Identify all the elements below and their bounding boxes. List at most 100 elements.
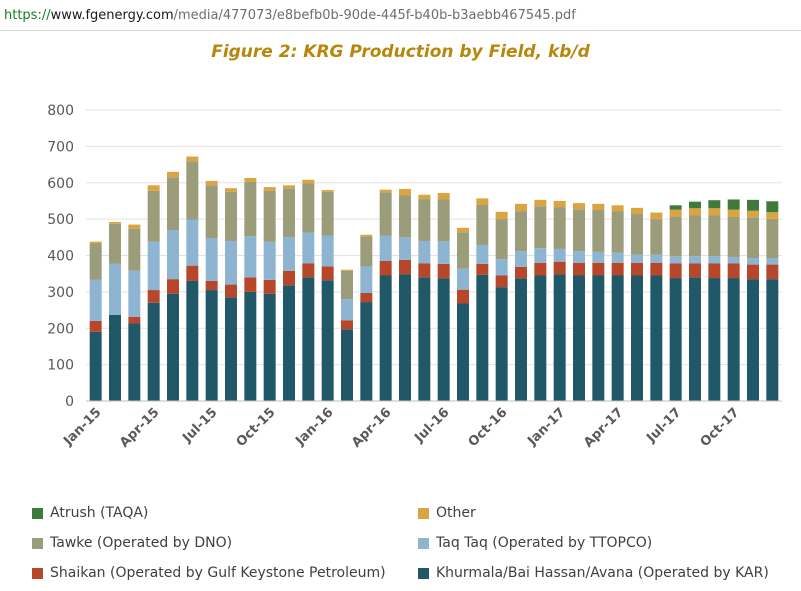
bar-segment	[89, 243, 102, 280]
bar-segment	[592, 251, 605, 263]
bar-segment	[747, 210, 759, 218]
bar-segment	[515, 251, 527, 267]
bar-segment	[167, 177, 179, 231]
bar-segment	[766, 279, 779, 401]
bar-segment	[186, 219, 199, 266]
legend-label-taq-taq: Taq Taq (Operated by TTOPCO)	[436, 535, 653, 551]
bar-segment	[128, 316, 141, 324]
bar-segment	[689, 263, 701, 278]
bar-segment	[302, 179, 315, 184]
bar-segment	[147, 302, 160, 401]
legend-label-atrush: Atrush (TAQA)	[50, 505, 149, 521]
bar-segment	[244, 181, 257, 237]
bar-segment	[631, 214, 643, 255]
bar-segment	[689, 208, 701, 216]
bar-segment	[437, 241, 450, 264]
bar-segment	[379, 189, 392, 193]
x-tick-label: Jul-17	[643, 405, 684, 446]
bar-segment	[437, 278, 450, 401]
x-tick-label: Apr-17	[581, 405, 626, 450]
bar-segment	[611, 211, 624, 253]
bar-segment	[360, 266, 373, 293]
bar-segment	[631, 254, 643, 263]
legend-label-other: Other	[436, 505, 476, 521]
bar-segment	[418, 194, 431, 200]
bar-segment	[515, 278, 527, 401]
x-tick-label: Apr-16	[349, 405, 394, 450]
bar-segment	[244, 277, 257, 292]
bar-segment	[747, 199, 759, 211]
chart-legend: Atrush (TAQA) Other Tawke (Operated by D…	[32, 498, 792, 588]
y-tick-label: 700	[47, 139, 74, 155]
x-tick-label: Jan-15	[60, 405, 104, 449]
bar-segment	[263, 293, 276, 401]
bar-segment	[283, 270, 295, 286]
bar-segment	[109, 263, 121, 315]
bar-segment	[747, 264, 759, 280]
bar-segment	[747, 258, 759, 265]
bar-segment	[186, 280, 199, 401]
y-tick-label: 600	[47, 176, 74, 192]
bar-segment	[650, 262, 663, 276]
bar-segment	[476, 244, 489, 264]
bar-segment	[708, 200, 721, 209]
bar-segment	[669, 256, 682, 264]
bar-segment	[399, 259, 411, 275]
bar-segment	[186, 265, 199, 281]
url-scheme: https://	[4, 8, 51, 23]
bar-segment	[476, 204, 489, 245]
bar-segment	[399, 195, 411, 238]
bar-segment	[534, 199, 547, 207]
bar-segment	[263, 190, 276, 242]
bar-segment	[167, 293, 179, 401]
bar-segment	[128, 224, 141, 229]
bar-segment	[669, 216, 682, 257]
bar-segment	[225, 188, 237, 192]
bar-segment	[476, 198, 489, 205]
bar-segment	[205, 290, 218, 401]
bar-segment	[147, 241, 160, 291]
bar-segment	[708, 208, 721, 216]
bar-segment	[495, 259, 508, 276]
bar-segment	[553, 207, 566, 249]
bar-segment	[167, 230, 179, 280]
bar-segment	[573, 275, 585, 401]
bar-segment	[650, 212, 663, 220]
bar-segment	[89, 320, 102, 332]
bar-segment	[669, 209, 682, 217]
bar-segment	[321, 191, 334, 236]
legend-swatch-shaikan	[32, 567, 43, 579]
bar-segment	[418, 199, 431, 241]
legend-swatch-other	[418, 507, 429, 519]
bar-segment	[515, 203, 527, 212]
bar-segment	[263, 279, 276, 294]
bar-segment	[341, 329, 353, 401]
y-tick-label: 500	[47, 212, 74, 228]
legend-label-tawke: Tawke (Operated by DNO)	[50, 535, 233, 551]
bar-segment	[302, 183, 315, 233]
bar-segment	[515, 266, 527, 279]
bar-segment	[689, 201, 701, 209]
bar-segment	[573, 209, 585, 252]
bar-segment	[553, 248, 566, 262]
bar-segment	[147, 190, 160, 242]
bar-segment	[592, 262, 605, 276]
address-bar[interactable]: https://www.fgenergy.com/media/477073/e8…	[0, 0, 801, 31]
bar-segment	[283, 185, 295, 189]
bar-segment	[611, 252, 624, 263]
bar-segment	[244, 236, 257, 278]
bar-segment	[727, 263, 740, 279]
bar-segment	[205, 180, 218, 186]
bar-segment	[437, 192, 450, 200]
bar-segment	[669, 205, 682, 210]
bar-segment	[244, 178, 257, 182]
bar-segment	[379, 275, 392, 401]
bar-segment	[283, 188, 295, 238]
bar-segment	[263, 187, 276, 191]
bar-segment	[611, 275, 624, 401]
bar-segment	[650, 275, 663, 401]
bar-segment	[147, 290, 160, 303]
bar-segment	[476, 263, 489, 275]
bar-segment	[766, 258, 779, 265]
x-tick-label: Oct-16	[466, 405, 511, 450]
